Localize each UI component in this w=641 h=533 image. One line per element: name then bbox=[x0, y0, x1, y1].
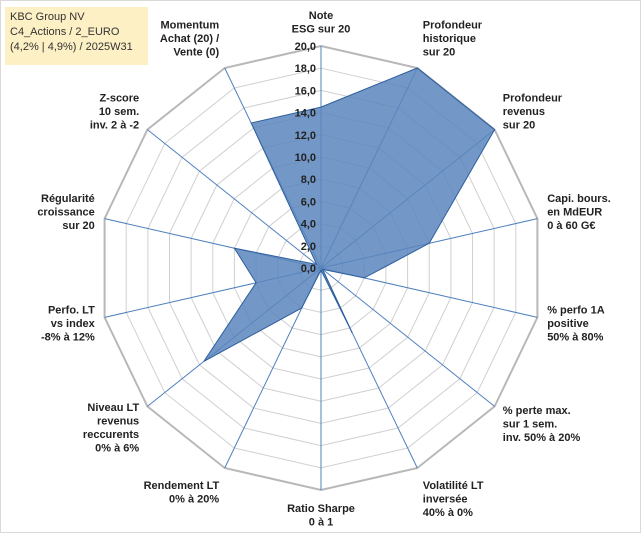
axis-label: Niveau LT revenus reccurents 0% à 6% bbox=[83, 402, 140, 455]
axis-label: % perfo 1A positive 50% à 80% bbox=[547, 304, 605, 343]
tick-label: 14,0 bbox=[295, 108, 316, 120]
tick-label: 2,0 bbox=[301, 241, 316, 253]
period-line: (4,2% | 4,9%) / 2025W31 bbox=[10, 41, 133, 53]
tick-label: 8,0 bbox=[301, 174, 316, 186]
tick-label: 12,0 bbox=[295, 130, 316, 142]
company-name: KBC Group NV bbox=[10, 11, 85, 23]
axis-spoke bbox=[320, 267, 495, 407]
data-series-area bbox=[203, 67, 496, 362]
axis-label: Z-score 10 sem. inv. 2 à -2 bbox=[90, 93, 139, 132]
category-line: C4_Actions / 2_EURO bbox=[10, 26, 120, 38]
tick-label: 4,0 bbox=[301, 219, 316, 231]
tick-label: 6,0 bbox=[301, 196, 316, 208]
tick-label: 0,0 bbox=[301, 263, 316, 275]
axis-label: Momentum Achat (20) / Vente (0) bbox=[160, 19, 220, 58]
axis-label: Profondeur revenus sur 20 bbox=[503, 93, 563, 132]
axis-label: % perte max. sur 1 sem. inv. 50% à 20% bbox=[503, 405, 581, 444]
info-box: KBC Group NV C4_Actions / 2_EURO (4,2% |… bbox=[5, 7, 148, 65]
tick-label: 18,0 bbox=[295, 63, 316, 75]
tick-label: 16,0 bbox=[295, 85, 316, 97]
axis-label: Volatilité LT inversée 40% à 0% bbox=[423, 480, 484, 519]
axis-label: Rendement LT 0% à 20% bbox=[144, 480, 220, 506]
axis-label: Ratio Sharpe 0 à 1 bbox=[287, 503, 355, 529]
axis-label: Régularité croissance sur 20 bbox=[37, 193, 94, 232]
tick-label: 20,0 bbox=[295, 41, 316, 53]
axis-spoke bbox=[147, 129, 322, 269]
axis-label: Profondeur historique sur 20 bbox=[423, 19, 483, 58]
axis-label: Note ESG sur 20 bbox=[292, 10, 351, 36]
axis-label: Perfo. LT vs index -8% à 12% bbox=[41, 304, 96, 343]
tick-label: 10,0 bbox=[295, 152, 316, 164]
axis-label: Capi. bours. en MdEUR 0 à 60 G€ bbox=[547, 193, 611, 232]
